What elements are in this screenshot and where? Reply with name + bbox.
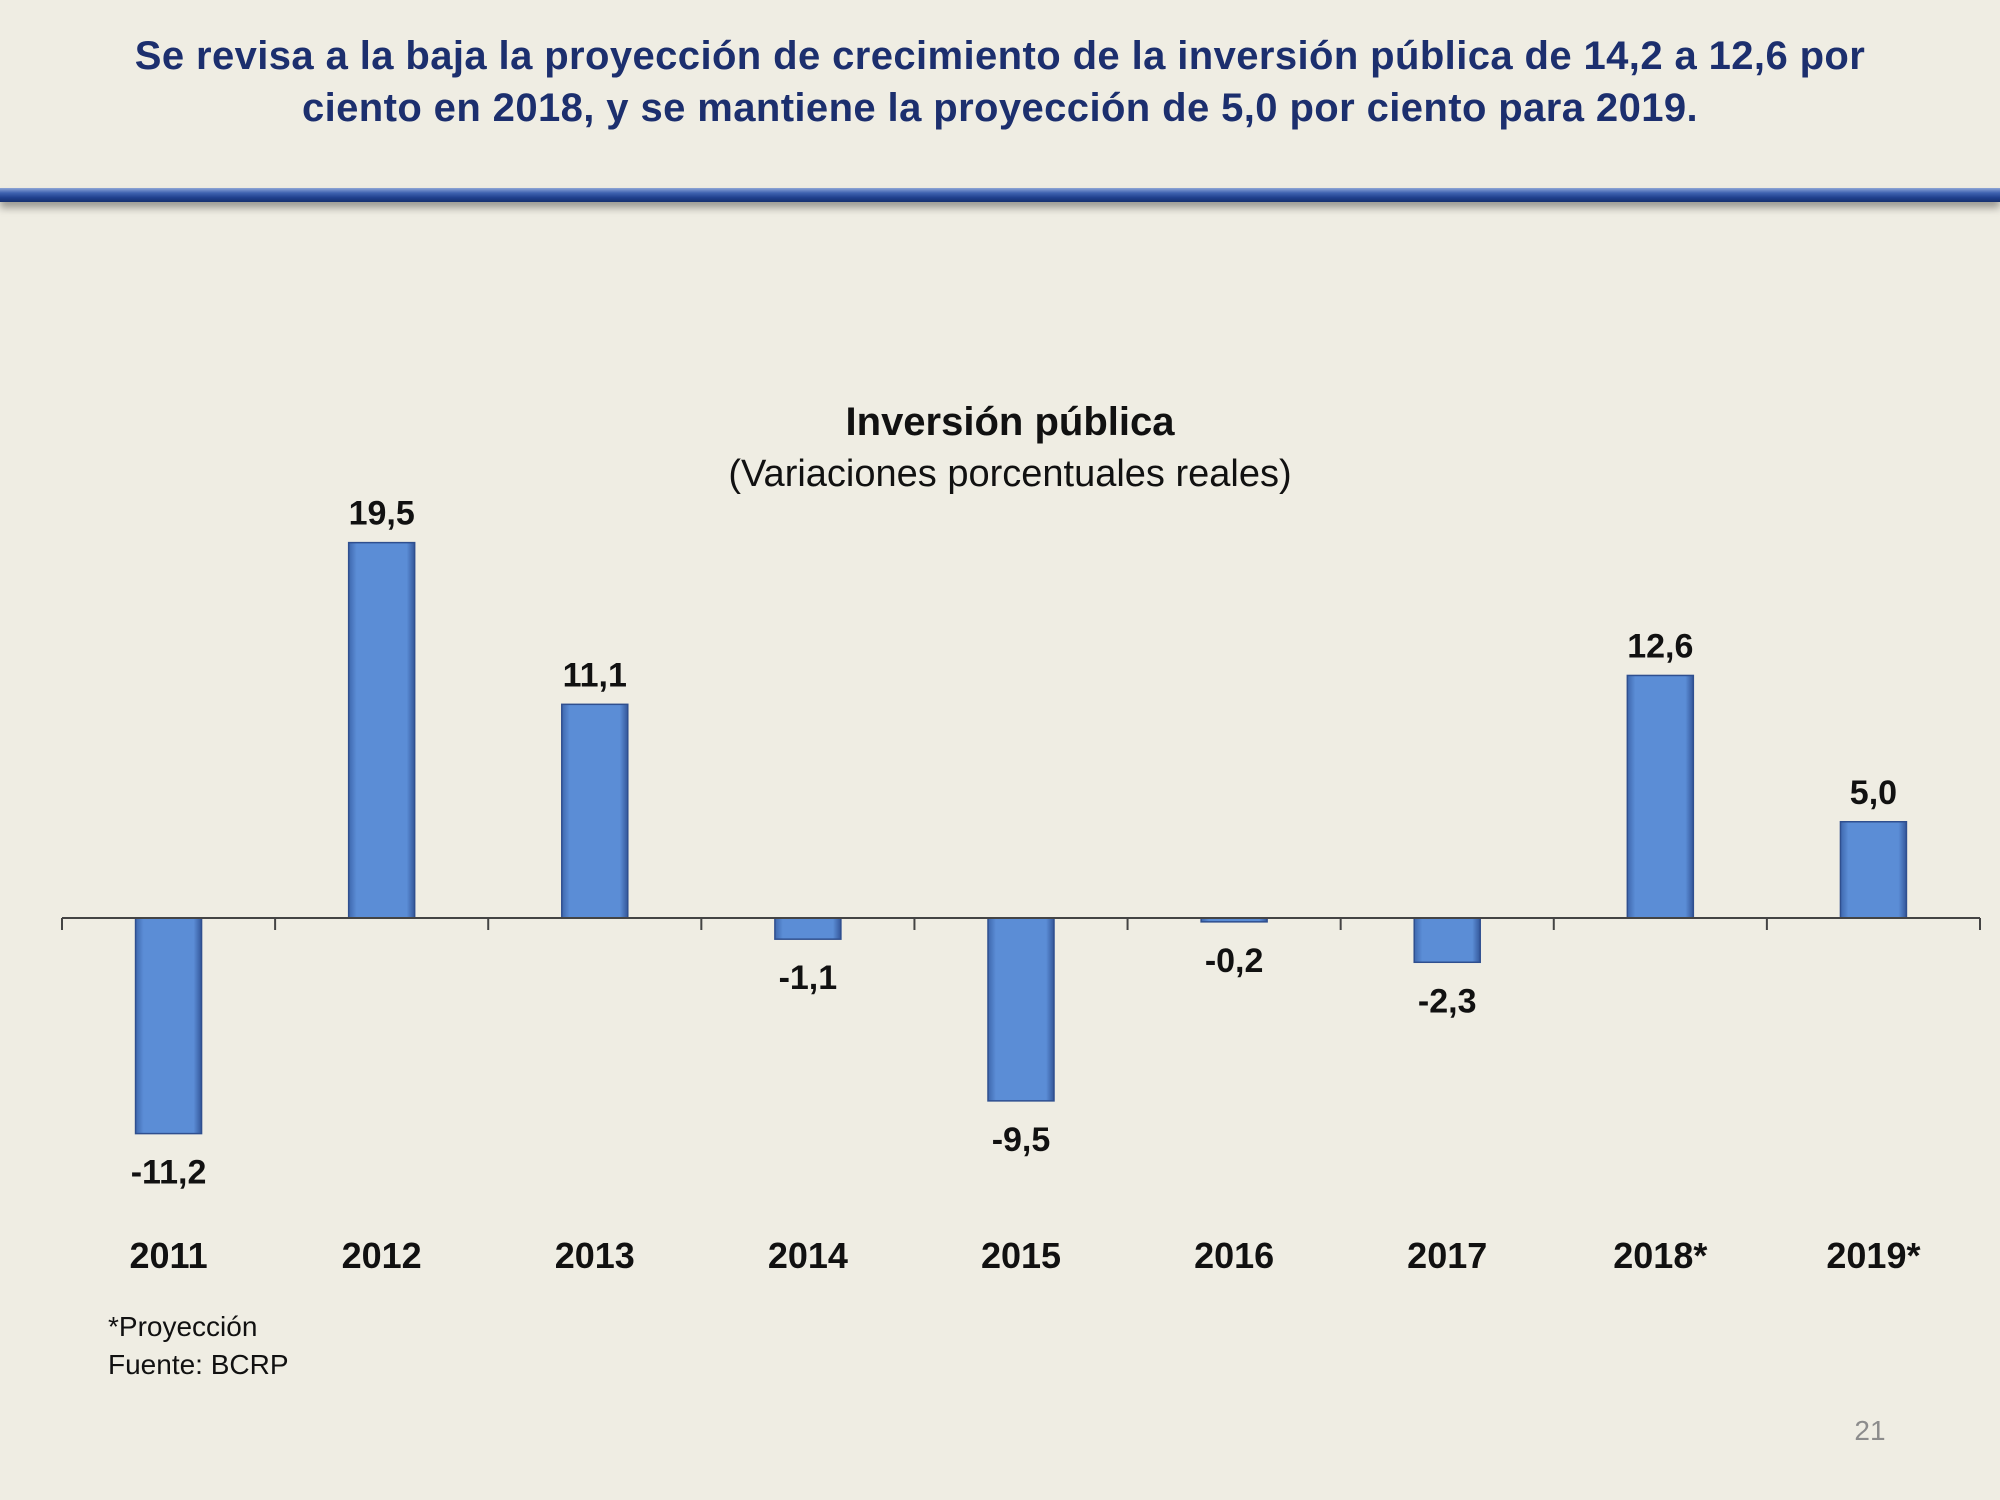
value-label: -9,5 [992, 1121, 1051, 1159]
bar-2014 [774, 917, 842, 940]
slide-headline: Se revisa a la baja la proyección de cre… [30, 30, 1970, 134]
value-labels: -11,2 19,5 11,1 -1,1 -9,5 -0,2 -2,3 12,6 5,0 [131, 495, 1897, 1192]
headline-line-1: Se revisa a la baja la proyección de cre… [134, 34, 1866, 78]
value-label: -11,2 [131, 1154, 207, 1192]
value-label: 19,5 [349, 495, 415, 533]
category-label: 2014 [768, 1235, 848, 1276]
value-label: -0,2 [1205, 942, 1264, 980]
page-number: 21 [1854, 1415, 1886, 1446]
header-divider [0, 188, 2000, 202]
footnote: *Proyección Fuente: BCRP [108, 1308, 289, 1384]
category-label: 2016 [1194, 1235, 1274, 1276]
category-label: 2019* [1826, 1235, 1920, 1276]
headline-line-2: ciento en 2018, y se mantiene la proyecc… [301, 86, 1699, 130]
category-label: 2015 [981, 1235, 1061, 1276]
bar-2011 [134, 917, 203, 1135]
category-label: 2013 [555, 1235, 635, 1276]
value-label: -2,3 [1418, 982, 1477, 1020]
category-labels: 2011 2012 2013 2014 2015 2016 2017 2018* 2019* [130, 1235, 1921, 1276]
footnote-source: Fuente: BCRP [108, 1349, 289, 1380]
chart-title: Inversión pública [846, 400, 1176, 444]
category-label: 2011 [130, 1235, 208, 1276]
category-label: 2018* [1613, 1235, 1707, 1276]
bar-2017 [1413, 917, 1481, 964]
chart-subtitle: (Variaciones porcentuales reales) [728, 453, 1291, 495]
bar-2019 [1839, 821, 1908, 919]
category-label: 2012 [342, 1235, 422, 1276]
category-label: 2017 [1407, 1235, 1487, 1276]
value-label: 11,1 [563, 656, 627, 694]
value-label: -1,1 [779, 959, 838, 997]
bars-layer [134, 541, 1908, 1135]
bar-2018 [1626, 674, 1695, 919]
bar-2013 [561, 703, 629, 919]
bar-2012 [347, 541, 416, 919]
value-label: 12,6 [1627, 627, 1693, 665]
footnote-projection: *Proyección [108, 1311, 258, 1342]
bar-2015 [987, 917, 1055, 1102]
x-axis [61, 917, 1981, 930]
value-label: 5,0 [1850, 774, 1897, 812]
